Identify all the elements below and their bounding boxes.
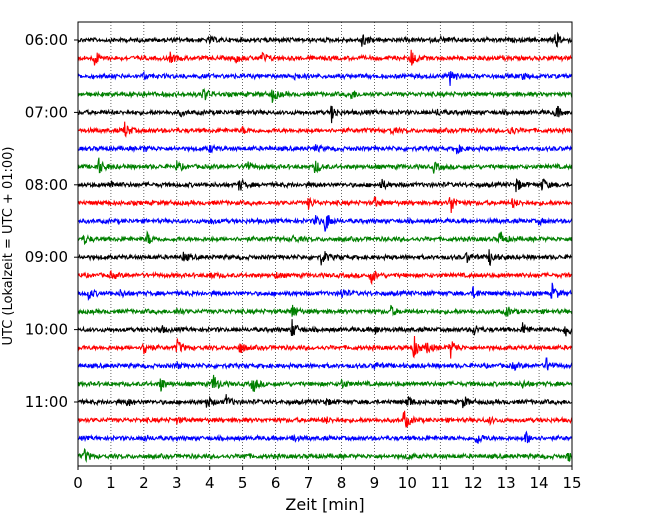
x-tick-label-13: 13 [497, 474, 516, 492]
trace-0830 [77, 215, 573, 232]
trace-1000 [77, 319, 573, 337]
y-axis-label: UTC (Lokalzeit = UTC + 01:00) [1, 147, 16, 346]
x-tick-label-7: 7 [304, 474, 314, 492]
x-tick-label-11: 11 [431, 474, 450, 492]
trace-1030 [78, 357, 573, 371]
y-tick-label-11:00: 11:00 [25, 393, 68, 411]
trace-0615 [77, 49, 573, 66]
y-tick-label-06:00: 06:00 [25, 31, 68, 49]
x-axis-ticks: 0 1 2 3 4 5 6 7 8 9 10 11 12 13 14 15 [73, 466, 582, 492]
x-tick-label-4: 4 [205, 474, 215, 492]
x-tick-label-2: 2 [139, 474, 149, 492]
x-tick-label-9: 9 [370, 474, 380, 492]
trace-0815 [77, 196, 573, 214]
trace-0945 [77, 304, 573, 317]
x-tick-label-15: 15 [562, 474, 581, 492]
trace-0600 [77, 31, 573, 48]
trace-0915 [77, 269, 573, 286]
y-tick-label-09:00: 09:00 [25, 248, 68, 266]
trace-0800 [77, 177, 573, 193]
x-tick-label-3: 3 [172, 474, 182, 492]
trace-1115 [77, 410, 573, 428]
trace-0630 [77, 70, 573, 86]
trace-1045 [77, 374, 573, 393]
y-tick-label-08:00: 08:00 [25, 176, 68, 194]
x-tick-label-8: 8 [337, 474, 347, 492]
trace-1015 [77, 335, 573, 359]
trace-0730 [77, 143, 573, 155]
minute-grid [110, 22, 540, 466]
trace-0900 [77, 249, 573, 267]
x-tick-label-12: 12 [464, 474, 483, 492]
x-tick-label-0: 0 [73, 474, 83, 492]
x-axis-label: Zeit [min] [285, 495, 364, 514]
plot-frame [77, 21, 573, 467]
trace-1145 [77, 447, 573, 463]
seismogram-traces [77, 31, 573, 463]
y-tick-label-10:00: 10:00 [25, 321, 68, 339]
trace-0745 [77, 157, 573, 174]
y-tick-label-07:00: 07:00 [25, 103, 68, 121]
x-tick-label-14: 14 [530, 474, 549, 492]
trace-0700 [77, 105, 573, 124]
trace-0845 [77, 230, 573, 246]
y-axis-ticks: 06:00 07:00 08:00 09:00 10:00 11:00 [25, 31, 78, 411]
trace-0715 [77, 121, 573, 138]
trace-1100 [77, 394, 573, 409]
trace-0930 [77, 282, 573, 301]
trace-1130 [77, 430, 573, 444]
x-tick-label-5: 5 [238, 474, 248, 492]
trace-0645 [77, 87, 573, 103]
x-tick-label-1: 1 [106, 474, 116, 492]
x-tick-label-10: 10 [398, 474, 417, 492]
x-tick-label-6: 6 [271, 474, 281, 492]
